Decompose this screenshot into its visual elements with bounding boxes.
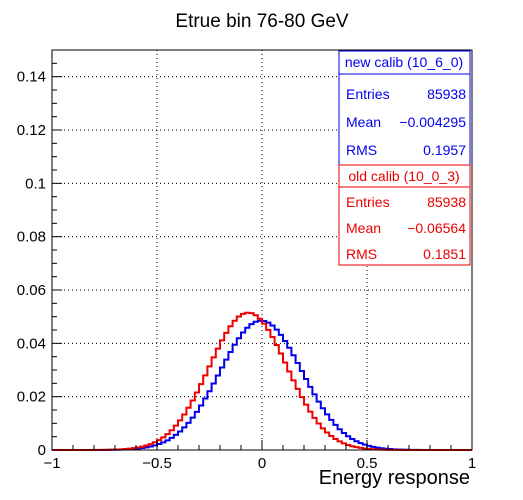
- stats-title-old-calib: old calib (10_0_3): [348, 168, 459, 184]
- y-tick-label: 0.04: [17, 335, 46, 352]
- stats-entries-value-old: 85938: [427, 194, 466, 210]
- chart-title: Etrue bin 76-80 GeV: [175, 11, 349, 32]
- stats-box-new-calib: new calib (10_6_0) Entries 85938 Mean −0…: [338, 50, 471, 172]
- y-tick-label: 0.12: [17, 122, 46, 139]
- y-tick-label: 0.1: [25, 175, 46, 192]
- axes: −1 −0.5 0 0.5 1 0 0.02 0.04 0.06 0.08 0.1 0.12 0.14: [17, 49, 476, 472]
- histogram-series: [52, 311, 472, 451]
- stats-rms-label-old: RMS: [346, 246, 377, 262]
- y-tick-label: 0.08: [17, 229, 46, 246]
- stats-rms-value-new: 0.1957: [423, 142, 466, 158]
- x-axis-label: Energy response: [319, 467, 470, 489]
- x-tick-label: −1: [43, 455, 60, 472]
- stats-entries-label-old: Entries: [346, 194, 390, 210]
- stats-box-old-calib: old calib (10_0_3) Entries 85938 Mean −0…: [338, 164, 471, 266]
- stats-mean-label-new: Mean: [346, 114, 381, 130]
- y-tick-label: 0.02: [17, 389, 46, 406]
- stats-entries-label-new: Entries: [346, 86, 390, 102]
- x-tick-label: 0: [258, 455, 266, 472]
- x-tick-label: 1: [468, 455, 476, 472]
- x-tick-label: 0.5: [357, 455, 378, 472]
- stats-rms-value-old: 0.1851: [423, 246, 466, 262]
- y-tick-label: 0.06: [17, 282, 46, 299]
- stats-mean-value-old: −0.06564: [407, 220, 466, 236]
- x-tick-label: −0.5: [142, 455, 172, 472]
- stats-mean-value-new: −0.004295: [399, 114, 466, 130]
- y-tick-label: 0.14: [17, 69, 46, 86]
- stats-rms-label-new: RMS: [346, 142, 377, 158]
- stats-mean-label-old: Mean: [346, 220, 381, 236]
- y-tick-label: 0: [38, 442, 46, 459]
- stats-entries-value-new: 85938: [427, 86, 466, 102]
- histogram-old-calib: [52, 311, 472, 451]
- stats-title-new-calib: new calib (10_6_0): [345, 54, 463, 70]
